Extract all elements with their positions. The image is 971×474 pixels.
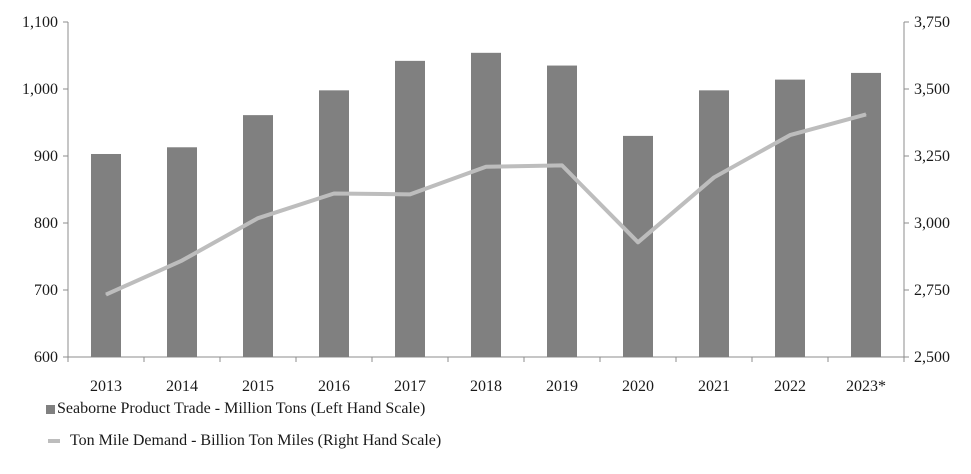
- line-point: [713, 176, 715, 178]
- line-point: [637, 241, 639, 243]
- bar: [623, 135, 653, 357]
- bar: [243, 115, 273, 357]
- bar: [851, 72, 881, 358]
- legend-item-bars: Seaborne Product Trade - Million Tons (L…: [46, 400, 425, 418]
- x-tick-label: 2016: [318, 378, 350, 395]
- line-point: [409, 193, 411, 195]
- x-tick-label: 2013: [90, 378, 122, 395]
- bar: [547, 65, 577, 358]
- x-tick-label: 2020: [622, 378, 654, 395]
- x-tick-label: 2017: [394, 378, 426, 395]
- bar: [699, 90, 729, 357]
- bar: [395, 60, 425, 358]
- x-tick-label: 2021: [698, 378, 730, 395]
- line-series: [105, 112, 867, 297]
- left-tick-label: 600: [34, 349, 58, 366]
- line-point: [865, 113, 867, 115]
- left-tick-label: 700: [34, 282, 58, 299]
- legend-label-bars: Seaborne Product Trade - Million Tons (L…: [57, 400, 426, 417]
- x-tick-label: 2019: [546, 378, 578, 395]
- right-tick-label: 2,500: [914, 349, 950, 366]
- x-tick-label: 2014: [166, 378, 198, 395]
- right-tick-label: 3,500: [914, 81, 950, 98]
- x-tick-label: 2023*: [846, 378, 886, 395]
- right-tick-label: 2,750: [914, 282, 950, 299]
- left-axis: 600 700 800 900 1,000 1,100: [22, 14, 69, 366]
- line-point: [561, 164, 563, 166]
- line-point: [789, 134, 791, 136]
- bar: [471, 52, 501, 357]
- legend-swatch-line: [48, 439, 60, 443]
- line-point: [485, 166, 487, 168]
- x-tick-label: 2018: [470, 378, 502, 395]
- x-tick-label: 2022: [774, 378, 806, 395]
- line-point: [333, 193, 335, 195]
- line-point: [105, 294, 107, 296]
- bar-series: [91, 52, 881, 358]
- right-tick-label: 3,750: [914, 14, 950, 31]
- x-tick-label: 2015: [242, 378, 274, 395]
- x-axis: 2013 2014 2015 2016 2017 2018 2019 2020 2021 2022…: [67, 356, 905, 395]
- bar: [775, 79, 805, 358]
- bar: [167, 147, 197, 357]
- legend-item-line: Ton Mile Demand - Billion Ton Miles (Rig…: [46, 432, 441, 450]
- left-tick-label: 800: [34, 215, 58, 232]
- legend-label-line: Ton Mile Demand - Billion Ton Miles (Rig…: [70, 432, 442, 449]
- right-axis: 2,500 2,750 3,000 3,250 3,500 3,750: [903, 14, 950, 366]
- bar: [319, 90, 349, 357]
- line-point: [257, 217, 259, 219]
- bar: [91, 153, 121, 357]
- left-tick-label: 1,000: [22, 81, 58, 98]
- line-point: [181, 260, 183, 262]
- left-tick-label: 900: [34, 148, 58, 165]
- right-tick-label: 3,250: [914, 148, 950, 165]
- left-tick-label: 1,100: [22, 14, 58, 31]
- right-tick-label: 3,000: [914, 215, 950, 232]
- legend-swatch-bars: [46, 404, 55, 414]
